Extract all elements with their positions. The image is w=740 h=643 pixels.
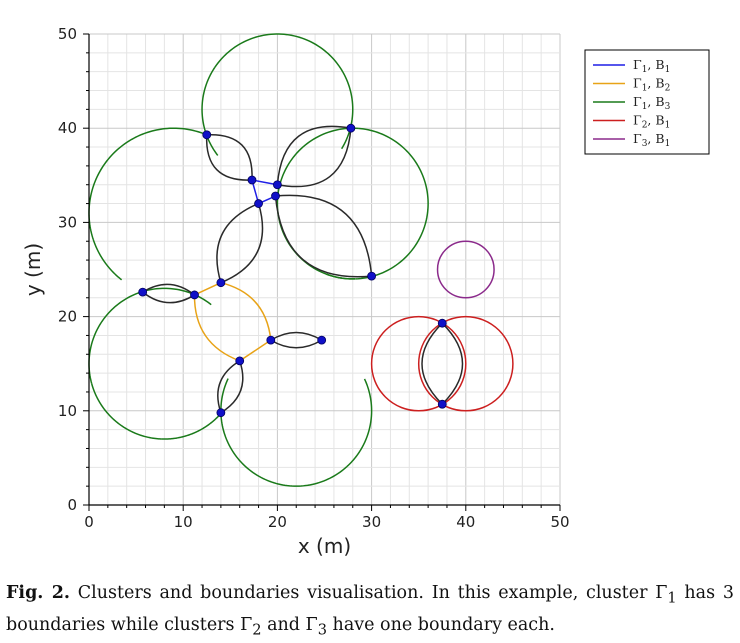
edge-black xyxy=(142,283,195,296)
edge-orange xyxy=(239,339,272,362)
edge-black xyxy=(205,134,253,181)
edge-black xyxy=(270,331,323,341)
data-point xyxy=(138,287,148,297)
boundary-arc-b3 xyxy=(355,127,429,280)
y-tick-label: 50 xyxy=(58,25,77,43)
edge-black xyxy=(274,195,372,278)
y-tick-label: 0 xyxy=(67,496,77,514)
grid xyxy=(88,33,561,506)
data-point xyxy=(216,278,226,288)
legend-label: Γ1, B1 xyxy=(633,57,670,75)
legend-label: Γ3, B1 xyxy=(633,131,670,149)
caption-text-c: and Γ xyxy=(261,614,318,635)
y-tick-label: 40 xyxy=(58,119,77,137)
y-tick-label: 20 xyxy=(58,308,77,326)
data-point xyxy=(367,271,377,281)
plot-area xyxy=(88,33,514,487)
data-point xyxy=(272,180,282,190)
boundary-arc-b3 xyxy=(346,378,373,468)
x-tick-label: 40 xyxy=(456,513,475,531)
data-point xyxy=(235,356,245,366)
x-tick-label: 0 xyxy=(84,513,94,531)
data-point xyxy=(254,199,263,208)
data-point xyxy=(202,130,212,140)
edge-black xyxy=(220,203,264,284)
data-point xyxy=(247,175,257,185)
figure-caption: Fig. 2. Clusters and boundaries visualis… xyxy=(6,580,734,643)
x-tick-label: 10 xyxy=(174,513,193,531)
edge-black xyxy=(142,291,195,304)
edge-black xyxy=(216,202,259,283)
edge-black xyxy=(270,339,323,349)
caption-text-b: has 3 boundaries while clusters Γ xyxy=(6,583,734,635)
data-point xyxy=(190,290,199,300)
x-axis-title: x (m) xyxy=(298,534,351,558)
y-tick-label: 30 xyxy=(58,213,77,231)
data-point xyxy=(271,191,280,201)
edge-black xyxy=(275,194,373,277)
axes: 0 10 20 30 40 50 0 10 20 30 40 50 x (m) y (m) xyxy=(21,25,570,558)
x-tick-label: 20 xyxy=(268,513,287,531)
edge-black xyxy=(277,128,352,188)
legend-label: Γ2, B1 xyxy=(633,113,670,131)
edge-black xyxy=(421,322,443,405)
boundary-arc-b3 xyxy=(161,410,224,440)
caption-sub-b: 2 xyxy=(252,621,262,638)
boundary-arc-b3 xyxy=(201,66,219,156)
y-tick-label: 10 xyxy=(58,402,77,420)
x-tick-label: 30 xyxy=(362,513,381,531)
data-point xyxy=(317,335,327,345)
caption-text: Clusters and boundaries visualisation. I… xyxy=(77,583,668,603)
edge-black xyxy=(217,360,241,413)
boundary-arc-b3 xyxy=(92,239,123,281)
edge-black xyxy=(441,322,464,405)
boundary-arc-b3 xyxy=(214,33,354,150)
edge-orange xyxy=(194,282,222,296)
boundary-arc-b3 xyxy=(88,287,212,384)
cluster-circle xyxy=(417,315,514,412)
boundary-arc-b3 xyxy=(276,127,359,280)
edge-orange xyxy=(220,281,272,341)
x-tick-label: 50 xyxy=(550,513,569,531)
edge-black xyxy=(206,134,253,181)
edge-black xyxy=(220,360,244,414)
y-axis-title: y (m) xyxy=(21,243,45,296)
caption-label: Fig. 2. xyxy=(6,583,70,603)
data-point xyxy=(266,335,276,345)
legend-label: Γ1, B2 xyxy=(633,76,670,94)
cluster-circle xyxy=(436,240,495,299)
caption-sub-c: 3 xyxy=(317,621,327,638)
data-point xyxy=(346,123,356,133)
boundary-arc-b3 xyxy=(90,383,162,440)
edge-orange xyxy=(193,294,240,362)
edge-black xyxy=(276,125,352,185)
data-point xyxy=(437,399,447,409)
data-point xyxy=(216,408,226,418)
cluster-circle xyxy=(370,315,467,412)
legend-label: Γ1, B3 xyxy=(633,94,671,112)
boundary-arc-b3 xyxy=(325,273,356,280)
caption-sub-a: 1 xyxy=(667,589,677,607)
data-point xyxy=(437,318,447,328)
caption-text-d: have one boundary each. xyxy=(326,614,555,635)
